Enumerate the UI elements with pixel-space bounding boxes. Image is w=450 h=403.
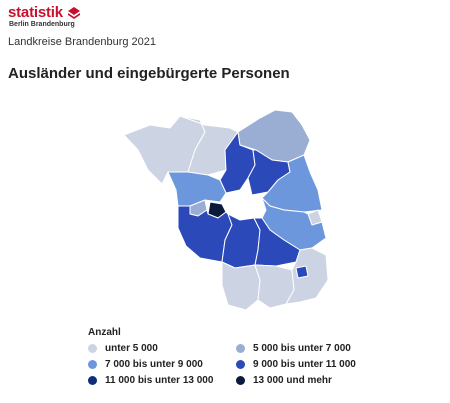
legend-swatch <box>236 360 245 369</box>
legend-title: Anzahl <box>88 327 121 338</box>
legend-swatch <box>236 344 245 353</box>
legend-swatch <box>88 360 97 369</box>
region-berlin <box>223 189 267 221</box>
legend-label: 9 000 bis unter 11 000 <box>253 359 356 370</box>
logo-subtext: Berlin Brandenburg <box>9 21 75 28</box>
legend-item: unter 5 000 <box>88 343 158 354</box>
legend-item: 5 000 bis unter 7 000 <box>236 343 351 354</box>
legend-label: 11 000 bis unter 13 000 <box>105 375 214 386</box>
legend-label: 13 000 und mehr <box>253 375 332 386</box>
chart-title: Ausländer und eingebürgerte Personen <box>8 65 290 82</box>
logo-mark-icon <box>68 7 80 19</box>
legend-swatch <box>88 344 97 353</box>
legend-item: 11 000 bis unter 13 000 <box>88 375 213 386</box>
region-potsdam-mittelmark <box>177 205 233 263</box>
region-elbe-elster <box>221 261 261 311</box>
legend-item: 7 000 bis unter 9 000 <box>88 359 203 370</box>
region-havelland <box>167 171 227 207</box>
legend-label: 5 000 bis unter 7 000 <box>253 343 351 354</box>
region-cottbus <box>295 265 309 279</box>
logo-wordmark: statistik <box>8 4 63 21</box>
legend-item: 9 000 bis unter 11 000 <box>236 359 356 370</box>
legend-item: 13 000 und mehr <box>236 375 332 386</box>
chart-subtitle: Landkreise Brandenburg 2021 <box>8 36 157 48</box>
legend-swatch <box>236 376 245 385</box>
legend-label: unter 5 000 <box>105 343 158 354</box>
region-uckermark <box>237 109 311 163</box>
region-ostprignitz-ruppin <box>179 115 239 176</box>
legend-label: 7 000 bis unter 9 000 <box>105 359 203 370</box>
legend-swatch <box>88 376 97 385</box>
statistik-logo: statistik Berlin Brandenburg <box>8 4 80 28</box>
